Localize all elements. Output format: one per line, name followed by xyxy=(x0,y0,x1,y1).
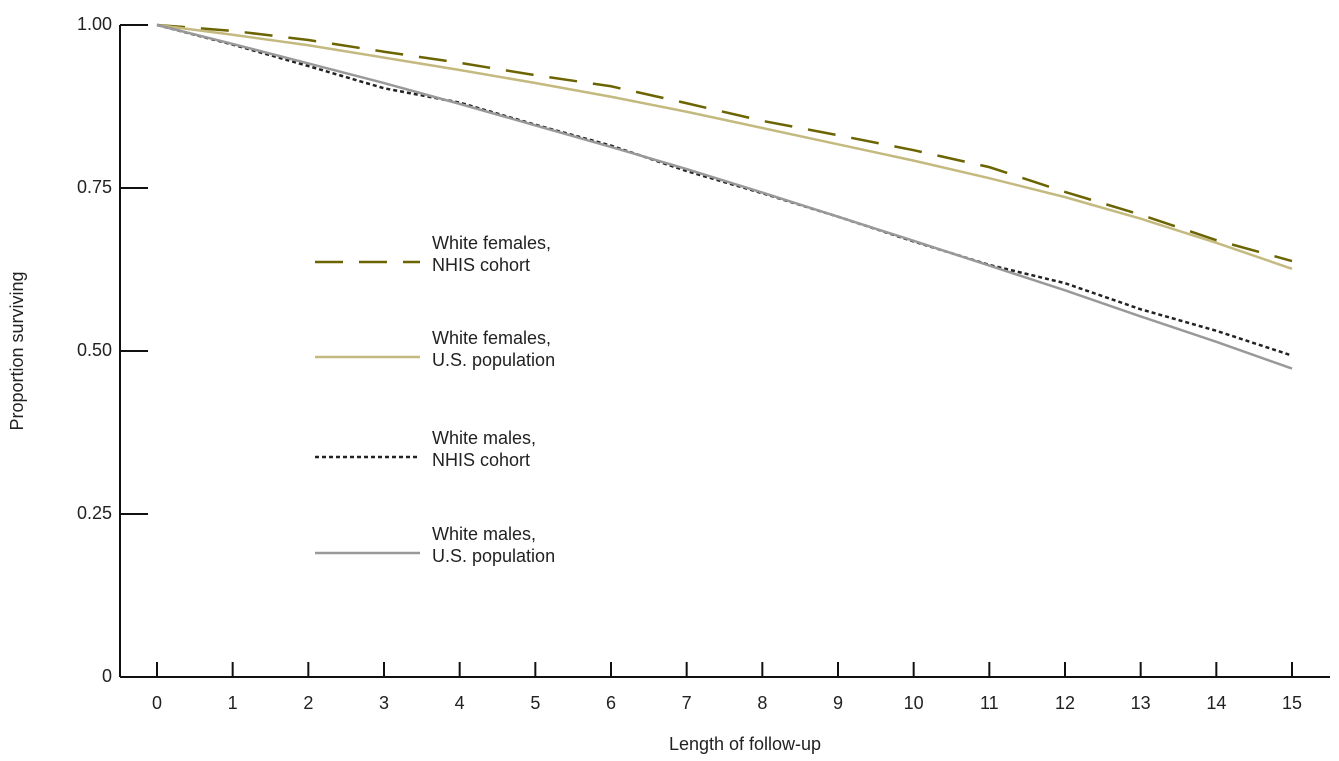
series-line xyxy=(156,23,1293,357)
y-axis-title: Proportion surviving xyxy=(7,271,27,430)
x-tick-label: 12 xyxy=(1055,693,1075,713)
y-tick-label: 0.50 xyxy=(77,340,112,360)
x-tick-label: 13 xyxy=(1131,693,1151,713)
x-tick-label: 10 xyxy=(904,693,924,713)
x-tick-label: 14 xyxy=(1206,693,1226,713)
legend-label: White females, U.S. population xyxy=(432,328,556,370)
x-tick-label: 11 xyxy=(980,693,999,713)
y-tick-label: 1.00 xyxy=(77,14,112,34)
y-tick-label: 0 xyxy=(102,666,112,686)
series-line xyxy=(156,23,1293,370)
series-line xyxy=(156,23,1293,263)
x-tick-label: 7 xyxy=(682,693,692,713)
legend-label: White males, U.S. population xyxy=(432,524,556,566)
x-tick-label: 5 xyxy=(530,693,540,713)
x-tick-label: 1 xyxy=(228,693,238,713)
x-tick-label: 0 xyxy=(152,693,162,713)
x-tick-label: 8 xyxy=(757,693,767,713)
x-tick-label: 15 xyxy=(1282,693,1302,713)
y-tick-label: 0.75 xyxy=(77,177,112,197)
x-tick-label: 4 xyxy=(455,693,465,713)
legend-label: White females, NHIS cohort xyxy=(432,233,552,275)
x-axis-title: Length of follow-up xyxy=(669,734,821,754)
y-tick-label: 0.25 xyxy=(77,503,112,523)
legend-label: White males, NHIS cohort xyxy=(432,428,537,470)
x-tick-label: 9 xyxy=(833,693,843,713)
x-tick-label: 6 xyxy=(606,693,616,713)
x-tick-label: 3 xyxy=(379,693,389,713)
series-line xyxy=(156,23,1293,271)
x-tick-label: 2 xyxy=(303,693,313,713)
